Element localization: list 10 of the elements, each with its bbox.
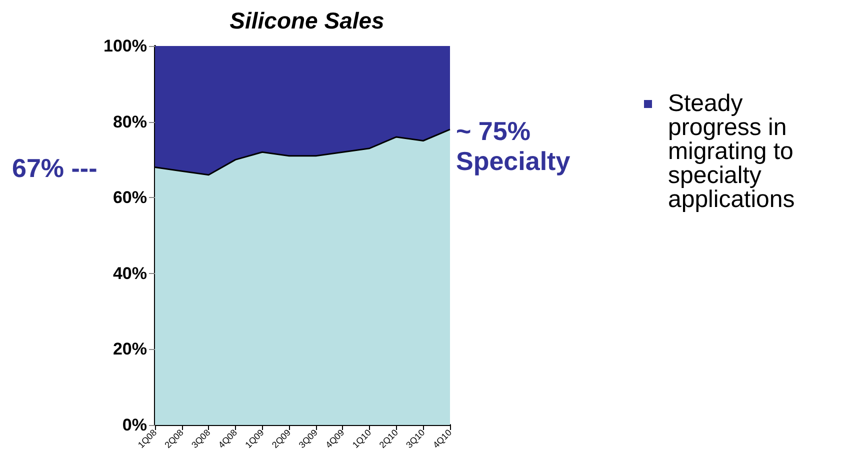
y-tick-label: 60% [112,188,147,208]
text: Steady progress in migrating to specialty applications [668,90,796,213]
y-tick-label: 0% [122,416,147,434]
chart-title: Silicone Sales [230,8,384,34]
text: ~ 75% Specialty [456,116,572,176]
text: 67% --- [12,153,98,183]
y-tick-label: 100% [104,36,147,56]
y-tick-label: 80% [112,112,147,132]
y-tick-label: 20% [112,340,147,359]
y-tick-label: 40% [112,264,147,283]
